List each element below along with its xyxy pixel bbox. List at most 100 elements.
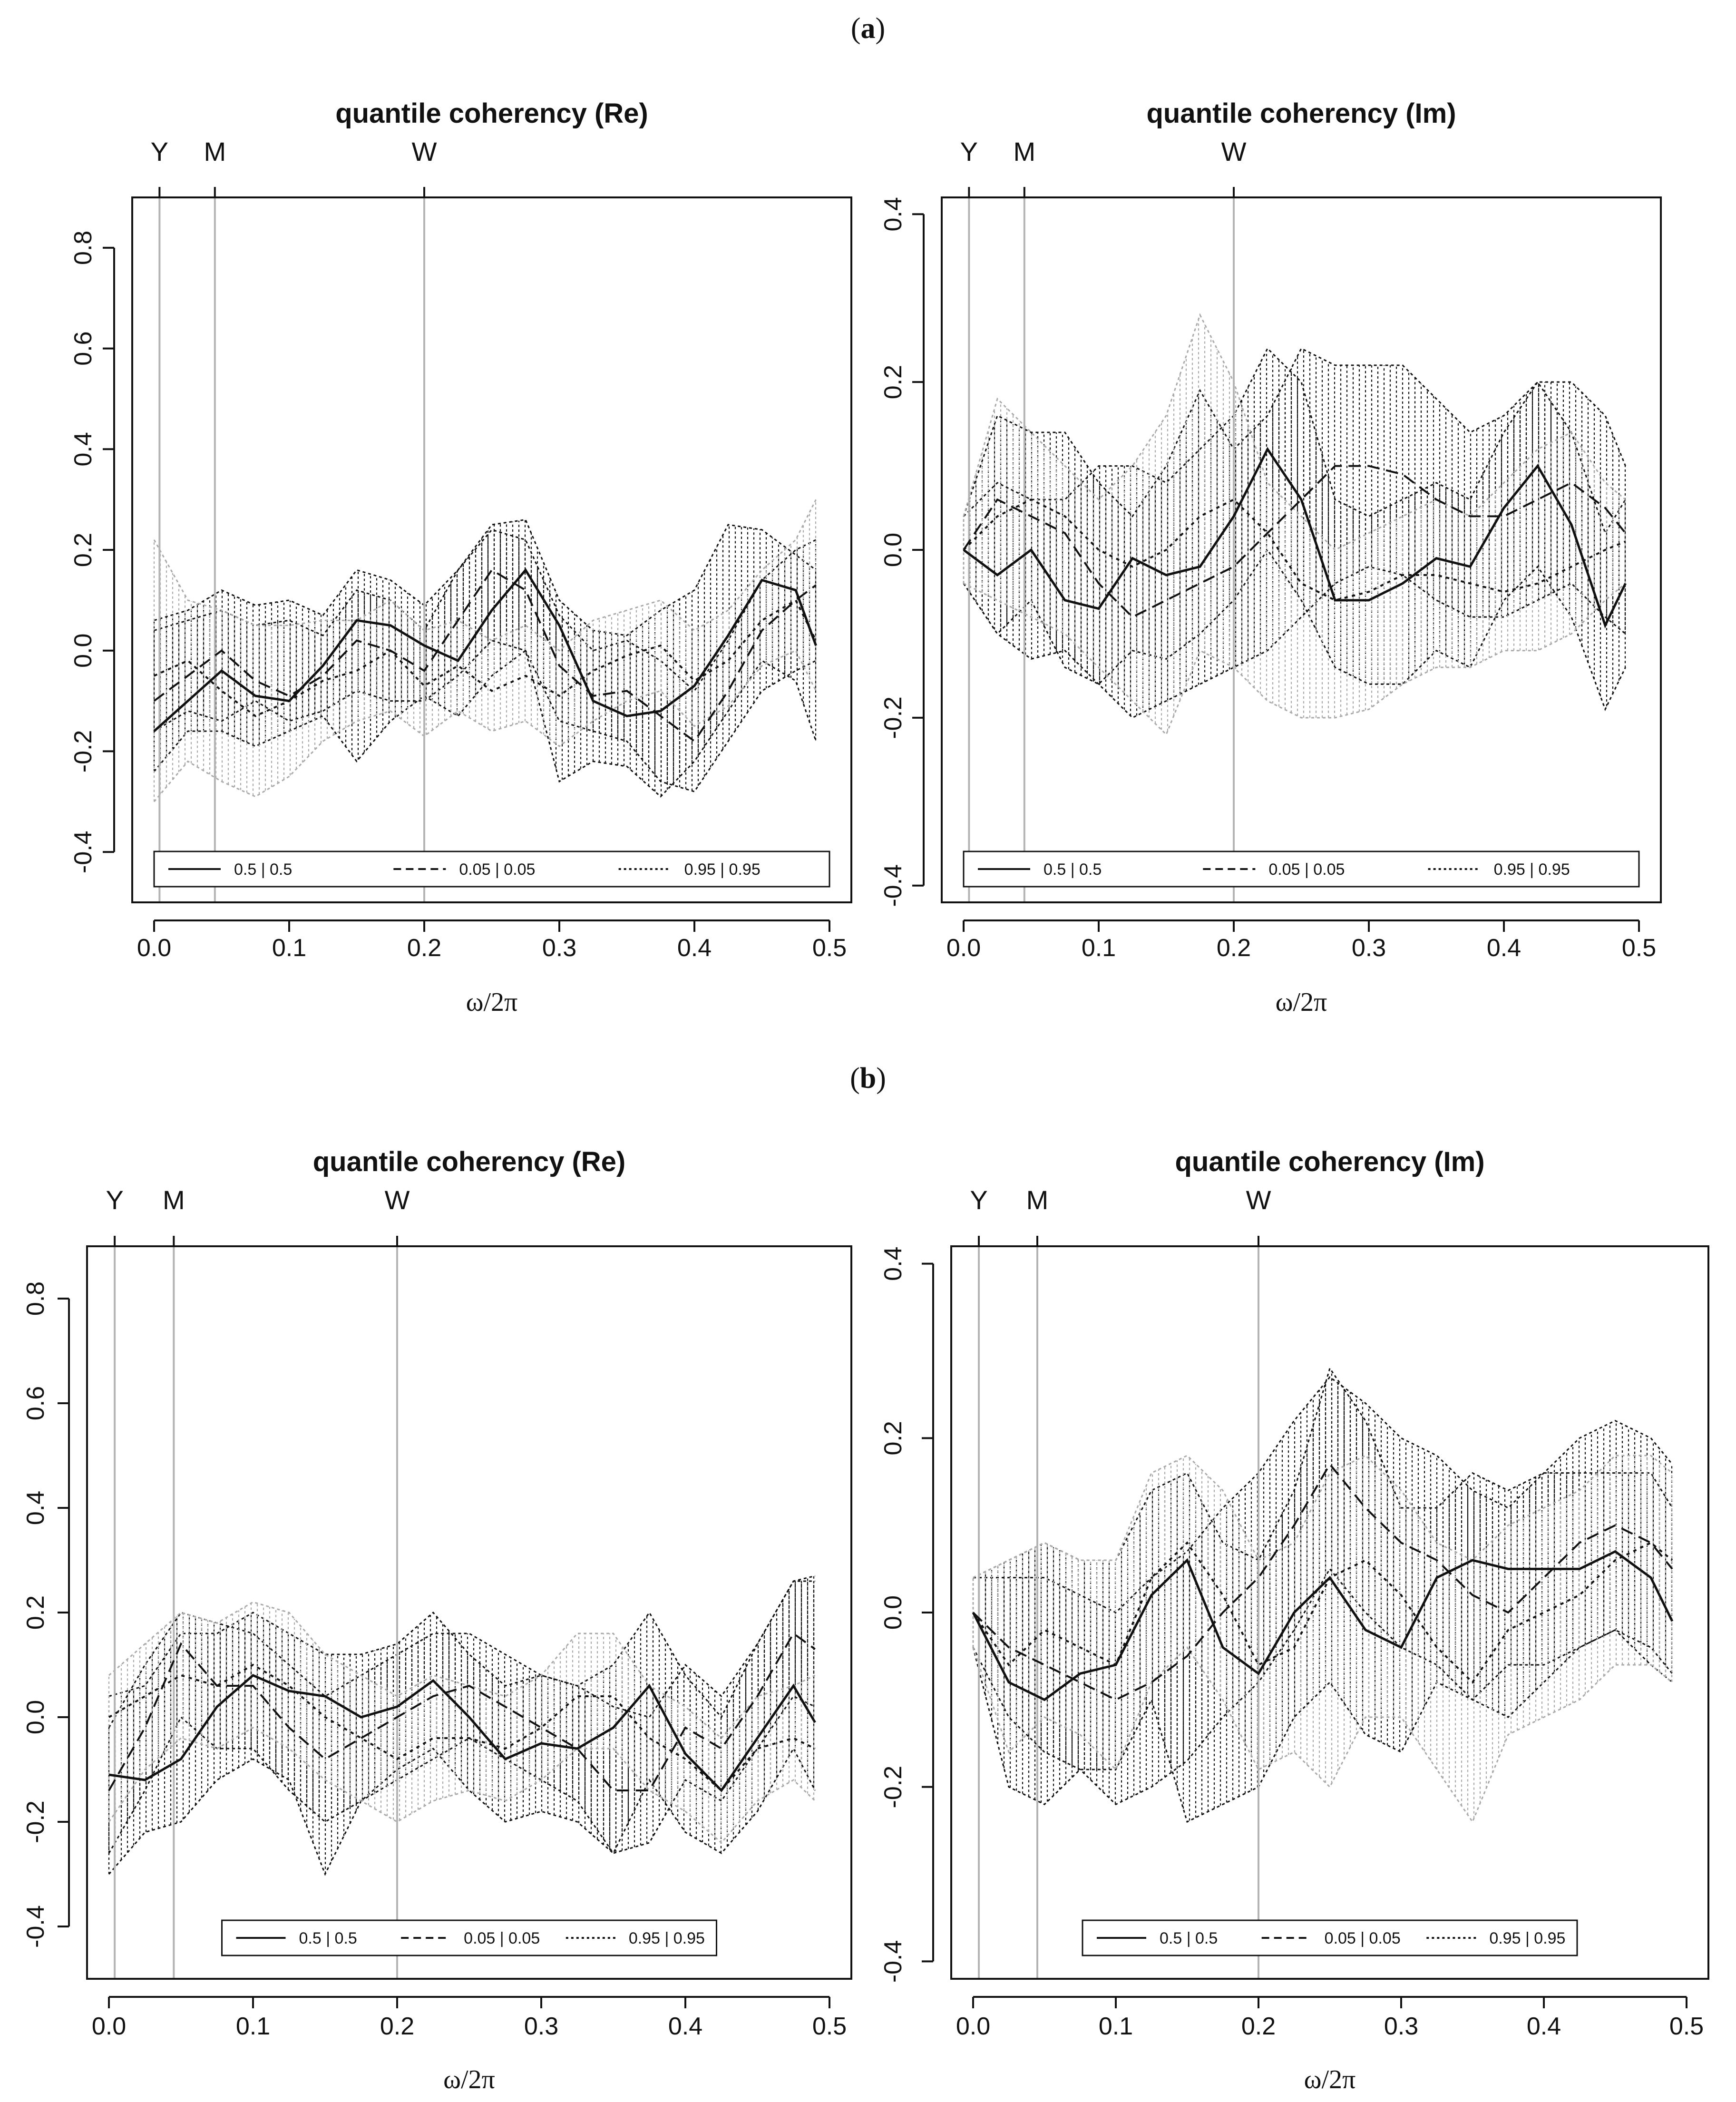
y-tick-label: -0.2: [69, 730, 97, 773]
legend: 0.5 | 0.5 0.05 | 0.05 0.95 | 0.95: [221, 1919, 717, 1956]
y-tick-label: 0.0: [879, 533, 907, 567]
band-upper-edge: [153, 499, 817, 652]
band-upper-edge: [108, 1575, 816, 1719]
x-axis-label: ω/2π: [443, 2065, 495, 2094]
legend: 0.5 | 0.5 0.05 | 0.05 0.95 | 0.95: [153, 851, 830, 888]
x-tick-label: 0.4: [668, 2013, 702, 2040]
x-tick-label: 0.1: [236, 2013, 270, 2040]
x-tick-label: 0.5: [1669, 2013, 1704, 2040]
chart-title: quantile coherency (Im): [1175, 1146, 1484, 1177]
x-tick-label: 0.0: [946, 934, 981, 962]
y-tick-label: 0.4: [22, 1491, 49, 1525]
chart-re-panel-b: quantile coherency (Re) Y M W 0.0 0.1 0.2 0.3 0.…: [22, 1146, 852, 2094]
y-tick-label: -0.4: [69, 831, 97, 873]
y-tick-label: 0.4: [879, 197, 907, 231]
x-tick-label: 0.4: [677, 934, 712, 962]
plot-frame: [86, 1245, 852, 1980]
x-tick-label: 0.0: [956, 2013, 990, 2040]
x-tick-label: 0.0: [137, 934, 171, 962]
x-tick-label: 0.1: [1099, 2013, 1133, 2040]
period-label-m: M: [204, 137, 226, 166]
y-tick-label: 0.0: [879, 1595, 907, 1630]
y-tick-label: -0.4: [879, 1940, 907, 1983]
y-tick-label: 0.2: [879, 1421, 907, 1455]
legend-box: [963, 851, 1640, 888]
legend-label-2: 0.05 | 0.05: [459, 860, 535, 879]
series-line-3: [963, 498, 1626, 601]
legend-box: [153, 851, 830, 888]
y-tick-label: -0.4: [879, 864, 907, 907]
series-line-1: [153, 568, 817, 732]
band-upper-edge: [973, 1367, 1673, 1579]
chart-im-panel-a: quantile coherency (Im) Y M W 0.0 0.1 0.2 0.3 0.…: [879, 98, 1662, 1017]
legend-label-1: 0.5 | 0.5: [299, 1929, 357, 1947]
period-label-y: Y: [960, 137, 978, 166]
legend-label-3: 0.95 | 0.95: [1494, 860, 1570, 879]
period-label-w: W: [1221, 137, 1247, 166]
legend-box: [1082, 1919, 1578, 1956]
legend-label-2: 0.05 | 0.05: [464, 1929, 540, 1947]
y-tick-label: -0.2: [879, 1766, 907, 1809]
legend-box: [221, 1919, 717, 1956]
y-tick-label: 0.2: [879, 365, 907, 399]
x-tick-label: 0.4: [1487, 934, 1521, 962]
band-upper-edge: [963, 347, 1626, 535]
chart-title: quantile coherency (Re): [313, 1146, 625, 1177]
y-tick-label: 0.0: [22, 1700, 49, 1734]
band-upper-edge: [963, 313, 1626, 551]
x-tick-label: 0.2: [407, 934, 441, 962]
plot-frame: [131, 196, 852, 903]
legend-label-1: 0.5 | 0.5: [234, 860, 292, 879]
y-tick-label: 0.4: [69, 432, 97, 466]
x-tick-label: 0.5: [1622, 934, 1656, 962]
series-line-2: [972, 1462, 1673, 1701]
x-axis-label: ω/2π: [466, 987, 518, 1017]
x-tick-label: 0.2: [1241, 2013, 1276, 2040]
x-tick-label: 0.0: [92, 2013, 126, 2040]
series-line-2: [108, 1632, 816, 1791]
x-tick-label: 0.3: [1384, 2013, 1418, 2040]
x-tick-label: 0.3: [542, 934, 576, 962]
chart-title: quantile coherency (Re): [335, 98, 648, 129]
y-tick-label: 0.0: [69, 634, 97, 668]
y-tick-label: 0.6: [22, 1386, 49, 1420]
legend: 0.5 | 0.5 0.05 | 0.05 0.95 | 0.95: [963, 851, 1640, 888]
x-tick-label: 0.2: [1217, 934, 1251, 962]
x-axis-label: ω/2π: [1276, 987, 1327, 1017]
series-line-2: [963, 465, 1627, 618]
series-line-2: [153, 568, 817, 743]
period-label-y: Y: [970, 1185, 987, 1215]
chart-title: quantile coherency (Im): [1146, 98, 1456, 129]
panel-label-a: (a): [851, 12, 885, 45]
period-label-w: W: [385, 1185, 410, 1215]
legend-label-1: 0.5 | 0.5: [1044, 860, 1102, 879]
x-tick-label: 0.3: [1352, 934, 1386, 962]
panel-label-b: (b): [850, 1062, 886, 1095]
y-tick-label: 0.8: [22, 1281, 49, 1316]
legend-label-2: 0.05 | 0.05: [1325, 1929, 1401, 1947]
x-tick-label: 0.1: [272, 934, 306, 962]
x-tick-label: 0.5: [812, 2013, 847, 2040]
band-lower-edge: [108, 1747, 816, 1876]
band-lower-edge: [963, 583, 1626, 736]
y-tick-label: 0.2: [22, 1595, 49, 1630]
y-tick-label: -0.2: [22, 1800, 49, 1843]
band-lower-edge: [963, 548, 1626, 712]
plot-frame: [950, 1245, 1709, 1980]
x-axis-label: ω/2π: [1304, 2065, 1356, 2094]
x-tick-label: 0.3: [524, 2013, 558, 2040]
band-lower-edge: [153, 649, 817, 798]
band-lower-edge: [154, 639, 817, 792]
band-upper-edge: [973, 1376, 1673, 1613]
legend-label-2: 0.05 | 0.05: [1268, 860, 1345, 879]
chart-im-panel-b: quantile coherency (Im) Y M W 0.0 0.1 0.2 0.3 0.…: [879, 1146, 1709, 2094]
period-label-y: Y: [106, 1185, 123, 1215]
series-line-1: [963, 447, 1627, 629]
period-label-y: Y: [151, 137, 168, 166]
period-label-w: W: [1246, 1185, 1271, 1215]
confidence-band-3: [963, 313, 1626, 736]
legend-label-3: 0.95 | 0.95: [629, 1929, 705, 1947]
period-label-m: M: [1026, 1185, 1049, 1215]
y-tick-label: -0.2: [879, 696, 907, 739]
